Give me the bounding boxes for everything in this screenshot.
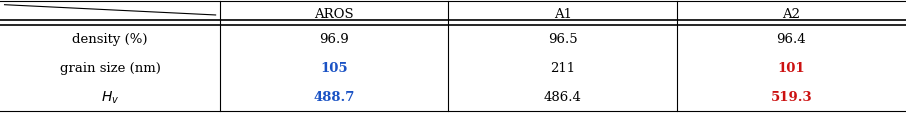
- Text: AROS: AROS: [314, 8, 354, 21]
- Text: 486.4: 486.4: [544, 90, 582, 103]
- Text: $H_v$: $H_v$: [101, 88, 120, 105]
- Text: 96.9: 96.9: [320, 33, 349, 46]
- Text: 519.3: 519.3: [771, 90, 812, 103]
- Text: A1: A1: [554, 8, 572, 21]
- Text: 96.5: 96.5: [548, 33, 577, 46]
- Text: A2: A2: [783, 8, 800, 21]
- Text: 96.4: 96.4: [776, 33, 806, 46]
- Text: 488.7: 488.7: [313, 90, 355, 103]
- Text: grain size (nm): grain size (nm): [60, 62, 160, 75]
- Text: density (%): density (%): [72, 33, 148, 46]
- Text: 211: 211: [550, 62, 575, 75]
- Text: 105: 105: [321, 62, 348, 75]
- Text: 101: 101: [777, 62, 805, 75]
